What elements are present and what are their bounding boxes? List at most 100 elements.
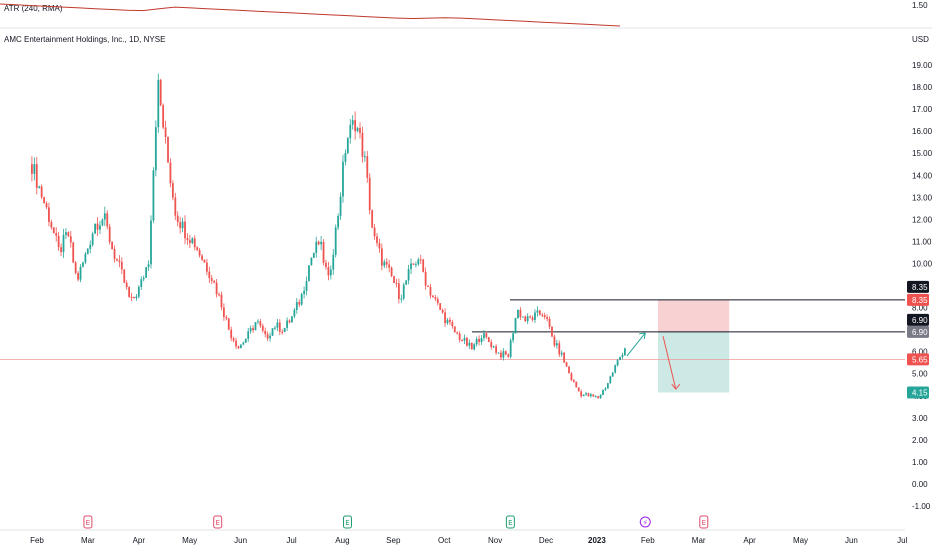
candle-body <box>298 302 301 305</box>
candle-body <box>441 309 444 313</box>
take-profit-zone[interactable] <box>657 331 730 393</box>
candle-body <box>555 343 558 346</box>
earnings-icon[interactable] <box>213 515 223 529</box>
event-symbol: E <box>345 519 349 527</box>
candle-body <box>237 346 240 349</box>
candle-body <box>67 232 70 237</box>
y-tick-label: 18.00 <box>912 83 932 92</box>
candle-body <box>312 252 315 258</box>
price-tags: 8.35 8.35 6.90 6.90 5.65 4.15 <box>907 280 929 399</box>
earnings-icon[interactable] <box>342 515 352 529</box>
candle-body <box>616 360 619 366</box>
candle-body <box>281 331 284 333</box>
x-tick-label: Jun <box>845 536 858 545</box>
earnings-icon[interactable] <box>83 515 93 529</box>
candle-body <box>142 277 145 280</box>
candle-body <box>33 164 36 174</box>
candle-body <box>429 286 432 296</box>
candle-body <box>531 317 534 320</box>
candle-body <box>436 298 439 304</box>
candle-body <box>470 342 473 350</box>
x-tick-label: Sep <box>386 536 401 545</box>
candle-body <box>575 381 578 388</box>
candle-body <box>451 322 454 327</box>
candle-body <box>198 249 201 256</box>
candle-body <box>38 186 41 188</box>
y-tick-label: 12.00 <box>912 215 932 224</box>
candle-body <box>502 351 505 358</box>
earnings-icon[interactable] <box>505 515 515 529</box>
candle-body <box>507 354 510 357</box>
earnings-icon[interactable] <box>699 515 709 529</box>
y-tick-label: 13.00 <box>912 193 932 202</box>
down-arrow[interactable] <box>662 336 677 390</box>
candle-body <box>376 236 378 244</box>
candle-body <box>529 316 532 318</box>
candle-body <box>334 227 337 255</box>
candle-body <box>473 344 476 350</box>
drawn-arrows[interactable] <box>626 332 681 390</box>
candle-body <box>585 393 587 395</box>
candle-body <box>388 264 391 268</box>
candle-body <box>487 337 490 342</box>
candle-body <box>31 164 33 174</box>
y-tick-label: 16.00 <box>912 127 932 136</box>
position-zones[interactable] <box>657 299 730 393</box>
y-tick-label: 3.00 <box>912 414 928 423</box>
x-tick-label: Mar <box>81 536 95 545</box>
split-icon[interactable] <box>639 516 651 528</box>
candle-body <box>89 244 92 249</box>
candle-body <box>456 332 459 334</box>
candle-body <box>485 333 488 338</box>
candle-body <box>269 335 271 339</box>
candle-body <box>519 310 522 318</box>
stop-loss-zone[interactable] <box>657 299 730 332</box>
candle-body <box>145 267 148 278</box>
candle-body <box>278 322 281 332</box>
candle-body <box>179 222 182 229</box>
candle-body <box>466 337 468 346</box>
candle-body <box>308 265 310 282</box>
symbol-title: AMC Entertainment Holdings, Inc., 1D, NY… <box>4 35 165 44</box>
x-tick-label: 2023 <box>588 536 606 545</box>
candle-body <box>412 263 415 265</box>
candle-body <box>125 282 128 288</box>
candle-body <box>164 127 167 137</box>
event-symbol: E <box>702 519 706 527</box>
candle-body <box>492 346 495 348</box>
candle-body <box>346 138 349 154</box>
candle-body <box>62 235 65 253</box>
candle-body <box>414 264 417 266</box>
up-arrow[interactable] <box>626 332 646 357</box>
candle-body <box>439 303 442 310</box>
candle-body <box>191 238 194 244</box>
candle-body <box>517 310 519 319</box>
candle-body <box>106 213 109 227</box>
stop-tag-bg <box>907 293 929 306</box>
candles <box>31 73 626 399</box>
candle-body <box>500 352 502 358</box>
candle-body <box>383 261 386 266</box>
candle-body <box>169 162 172 184</box>
candle-body <box>157 79 160 128</box>
candle-body <box>257 321 259 323</box>
candle-body <box>135 296 138 299</box>
y-tick-label: 5.00 <box>912 370 928 379</box>
candle-body <box>276 322 279 328</box>
x-tick-label: May <box>793 536 808 545</box>
candle-body <box>361 132 364 157</box>
candle-body <box>152 170 155 221</box>
time-axis[interactable]: Feb Mar Apr May Jun Jul Aug Sep Oct Nov Dec 2023 Feb… <box>0 529 908 545</box>
event-markers[interactable]: E E E E ⚡ E <box>83 515 709 529</box>
candle-body <box>568 366 570 374</box>
candle-body <box>230 329 233 339</box>
candle-body <box>300 294 303 305</box>
candle-body <box>509 340 512 357</box>
candle-body <box>40 186 43 198</box>
horizontal-levels[interactable] <box>0 299 905 360</box>
event-symbol: E <box>86 519 90 527</box>
entry-level-tag: 6.90 <box>912 328 928 337</box>
y-tick-label: 11.00 <box>912 237 932 246</box>
candle-body <box>176 215 179 223</box>
